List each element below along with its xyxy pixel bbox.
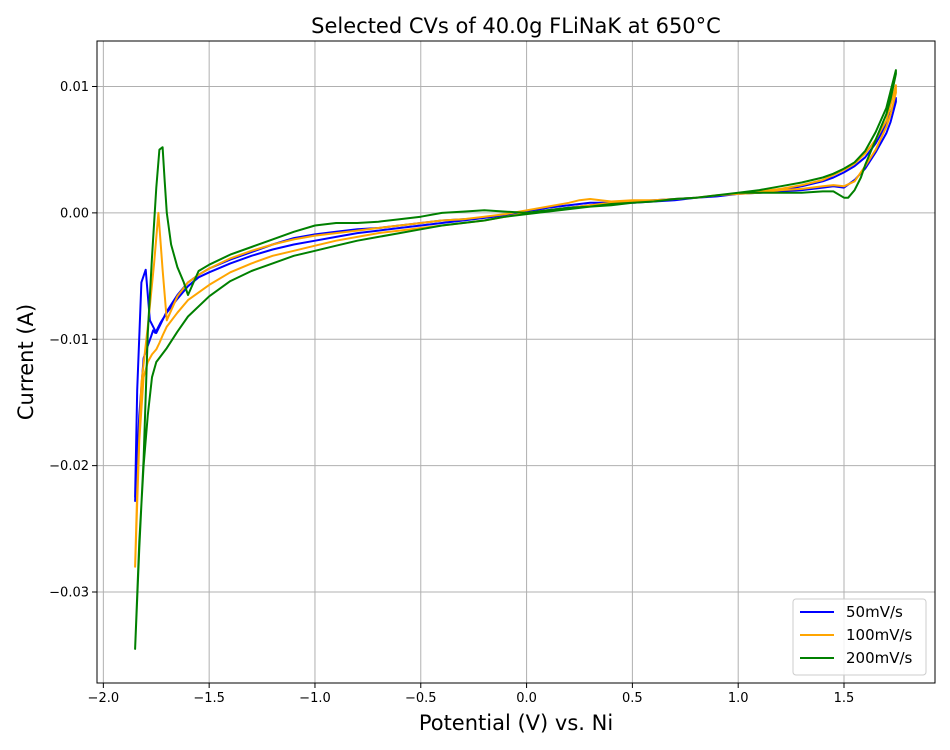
plot-frame bbox=[96, 40, 936, 684]
grid bbox=[97, 41, 935, 683]
x-tick-label: −2.0 bbox=[88, 691, 120, 706]
y-axis-label: Current (A) bbox=[14, 304, 38, 420]
series-line-100mvs bbox=[134, 84, 897, 568]
axis-ticks: −2.0 −1.5 −1.0 −0.5 0.0 0.5 1.0 1.5 −0.03 −0.02 −0… bbox=[49, 80, 854, 706]
series-lines bbox=[134, 69, 897, 650]
x-axis-label: Potential (V) vs. Ni bbox=[419, 711, 613, 735]
series-line-50mvs bbox=[134, 96, 897, 502]
y-tick-label: −0.01 bbox=[49, 333, 89, 348]
legend-box bbox=[792, 598, 927, 676]
x-tick-label: 0.5 bbox=[622, 691, 643, 706]
chart-title: Selected CVs of 40.0g FLiNaK at 650°C bbox=[311, 14, 721, 38]
y-tick-label: −0.02 bbox=[49, 459, 89, 474]
legend-label: 100mV/s bbox=[846, 626, 913, 644]
legend: 50mV/s 100mV/s 200mV/s bbox=[792, 598, 927, 676]
legend-label: 200mV/s bbox=[846, 649, 913, 667]
y-tick-label: −0.03 bbox=[49, 586, 89, 601]
x-tick-label: 1.0 bbox=[728, 691, 749, 706]
series-line-200mvs bbox=[134, 69, 897, 650]
x-tick-label: 1.5 bbox=[834, 691, 855, 706]
y-tick-label: 0.00 bbox=[60, 206, 89, 221]
x-tick-label: −1.0 bbox=[299, 691, 331, 706]
y-tick-label: 0.01 bbox=[60, 80, 89, 95]
legend-label: 50mV/s bbox=[846, 603, 903, 621]
x-tick-label: 0.0 bbox=[516, 691, 537, 706]
x-tick-label: −0.5 bbox=[405, 691, 437, 706]
x-tick-label: −1.5 bbox=[193, 691, 225, 706]
